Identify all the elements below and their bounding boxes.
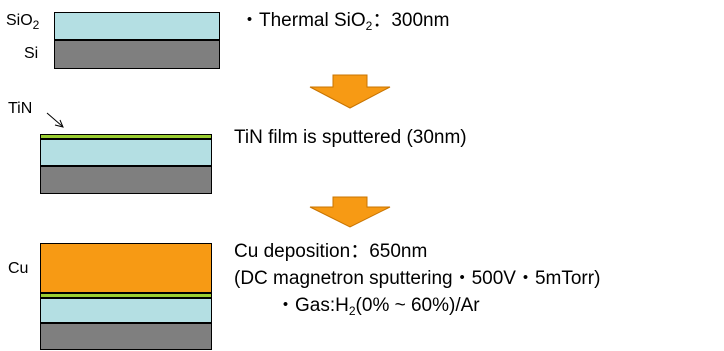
tin-pointer-arrow-icon [47,113,63,127]
down-arrow [310,197,390,227]
down-arrow [310,75,390,108]
